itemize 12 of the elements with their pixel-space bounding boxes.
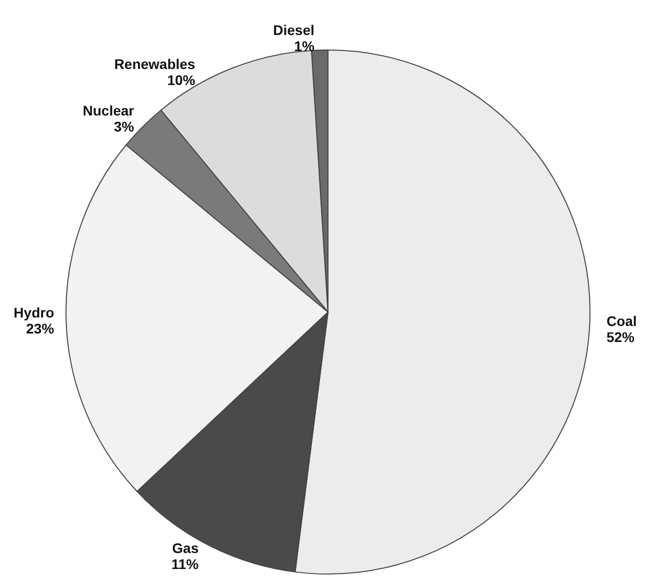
slice-label: Diesel [273,22,314,38]
data-label: 3% [114,118,135,134]
data-label: 10% [167,72,196,88]
slice-label: Coal [606,313,637,330]
data-label: 23% [26,320,55,337]
slice-label: Hydro [14,304,54,321]
data-label: 52% [606,329,636,346]
slice-label: Nuclear [82,102,135,118]
data-label: 11% [171,556,200,572]
data-label: 1% [294,38,315,54]
slice-label: Renewables [114,56,196,72]
slice-label: Gas [172,540,199,556]
